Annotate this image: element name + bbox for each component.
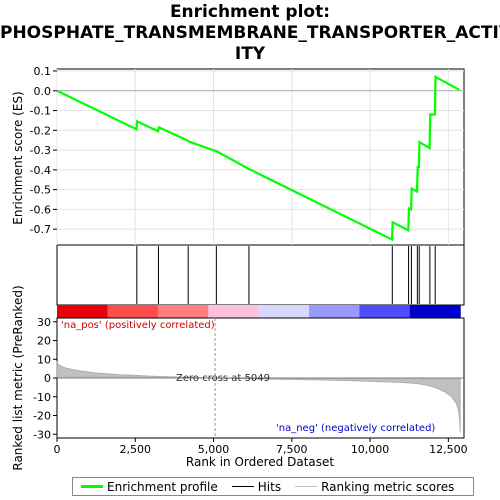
rank-color-bar: [57, 305, 461, 318]
rank-bar-segment: [208, 305, 260, 318]
legend-label-metric: Ranking metric scores: [321, 479, 455, 494]
es-tick-label: -0.7: [30, 223, 51, 236]
metric-tick-label: 0: [44, 372, 51, 385]
pos-correlated-label: 'na_pos' (positively correlated): [61, 320, 215, 331]
rank-bar-segment: [359, 305, 411, 318]
rank-bar-segment: [157, 305, 209, 318]
es-tick-label: -0.3: [30, 144, 51, 157]
x-tick-label: 5,000: [198, 443, 230, 456]
es-tick-label: 0.1: [34, 65, 52, 78]
legend-label-enrichment: Enrichment profile: [107, 479, 218, 494]
title-line-1: Enrichment plot:: [169, 2, 331, 22]
legend-swatch-metric: [295, 486, 318, 487]
legend-swatch-enrichment: [81, 485, 103, 488]
metric-tick-label: -20: [33, 410, 51, 423]
rank-bar-segment: [258, 305, 310, 318]
rank-bar-segment: [57, 305, 108, 318]
legend: Enrichment profile Hits Ranking metric s…: [72, 477, 474, 496]
legend-swatch-hits: [231, 486, 254, 487]
legend-item-metric: Ranking metric scores: [295, 480, 454, 494]
title-line-3: ITY: [234, 44, 266, 64]
zero-cross-label: Zero cross at 5049: [176, 373, 270, 384]
x-tick-label: 7,500: [276, 443, 308, 456]
rank-bar-segment: [309, 305, 360, 318]
rank-bar-segment: [409, 305, 461, 318]
metric-tick-label: -30: [33, 428, 51, 441]
es-tick-label: -0.5: [30, 184, 51, 197]
legend-label-hits: Hits: [257, 479, 282, 494]
ranking-metric-area: [56, 360, 461, 433]
es-panel-frame: [56, 68, 465, 246]
metric-axis-title: Ranked list metric (PreRanked): [11, 285, 25, 470]
hits-panel-frame: [56, 244, 465, 306]
x-tick-label: 2,500: [120, 443, 152, 456]
es-tick-label: -0.6: [30, 203, 51, 216]
metric-tick-label: -10: [33, 391, 51, 404]
rank-bar-segment: [107, 305, 159, 318]
es-tick-label: -0.4: [30, 164, 51, 177]
es-axis-title: Enrichment score (ES): [11, 91, 25, 224]
hits-marks: [136, 246, 436, 304]
x-axis-title: Rank in Ordered Dataset: [186, 455, 334, 469]
x-tick-label: 0: [54, 443, 61, 456]
es-tick-label: 0.0: [34, 85, 52, 98]
metric-tick-label: 20: [37, 335, 51, 348]
enrichment-profile-line: [56, 75, 460, 242]
chart-title: Enrichment plot: PHOSPHATE_TRANSMEMBRANE…: [0, 2, 500, 65]
x-tick-label: 10,000: [351, 443, 390, 456]
x-tick-label: 12,500: [429, 443, 468, 456]
es-tick-label: -0.1: [30, 105, 51, 118]
title-line-2: PHOSPHATE_TRANSMEMBRANE_TRANSPORTER_ACTI…: [0, 23, 500, 43]
metric-tick-label: 10: [37, 353, 51, 366]
metric-tick-label: 30: [37, 316, 51, 329]
legend-item-hits: Hits: [231, 479, 282, 494]
es-tick-label: -0.2: [30, 124, 51, 137]
legend-item-enrichment: Enrichment profile: [81, 480, 218, 494]
neg-correlated-label: 'na_neg' (negatively correlated): [276, 423, 435, 434]
